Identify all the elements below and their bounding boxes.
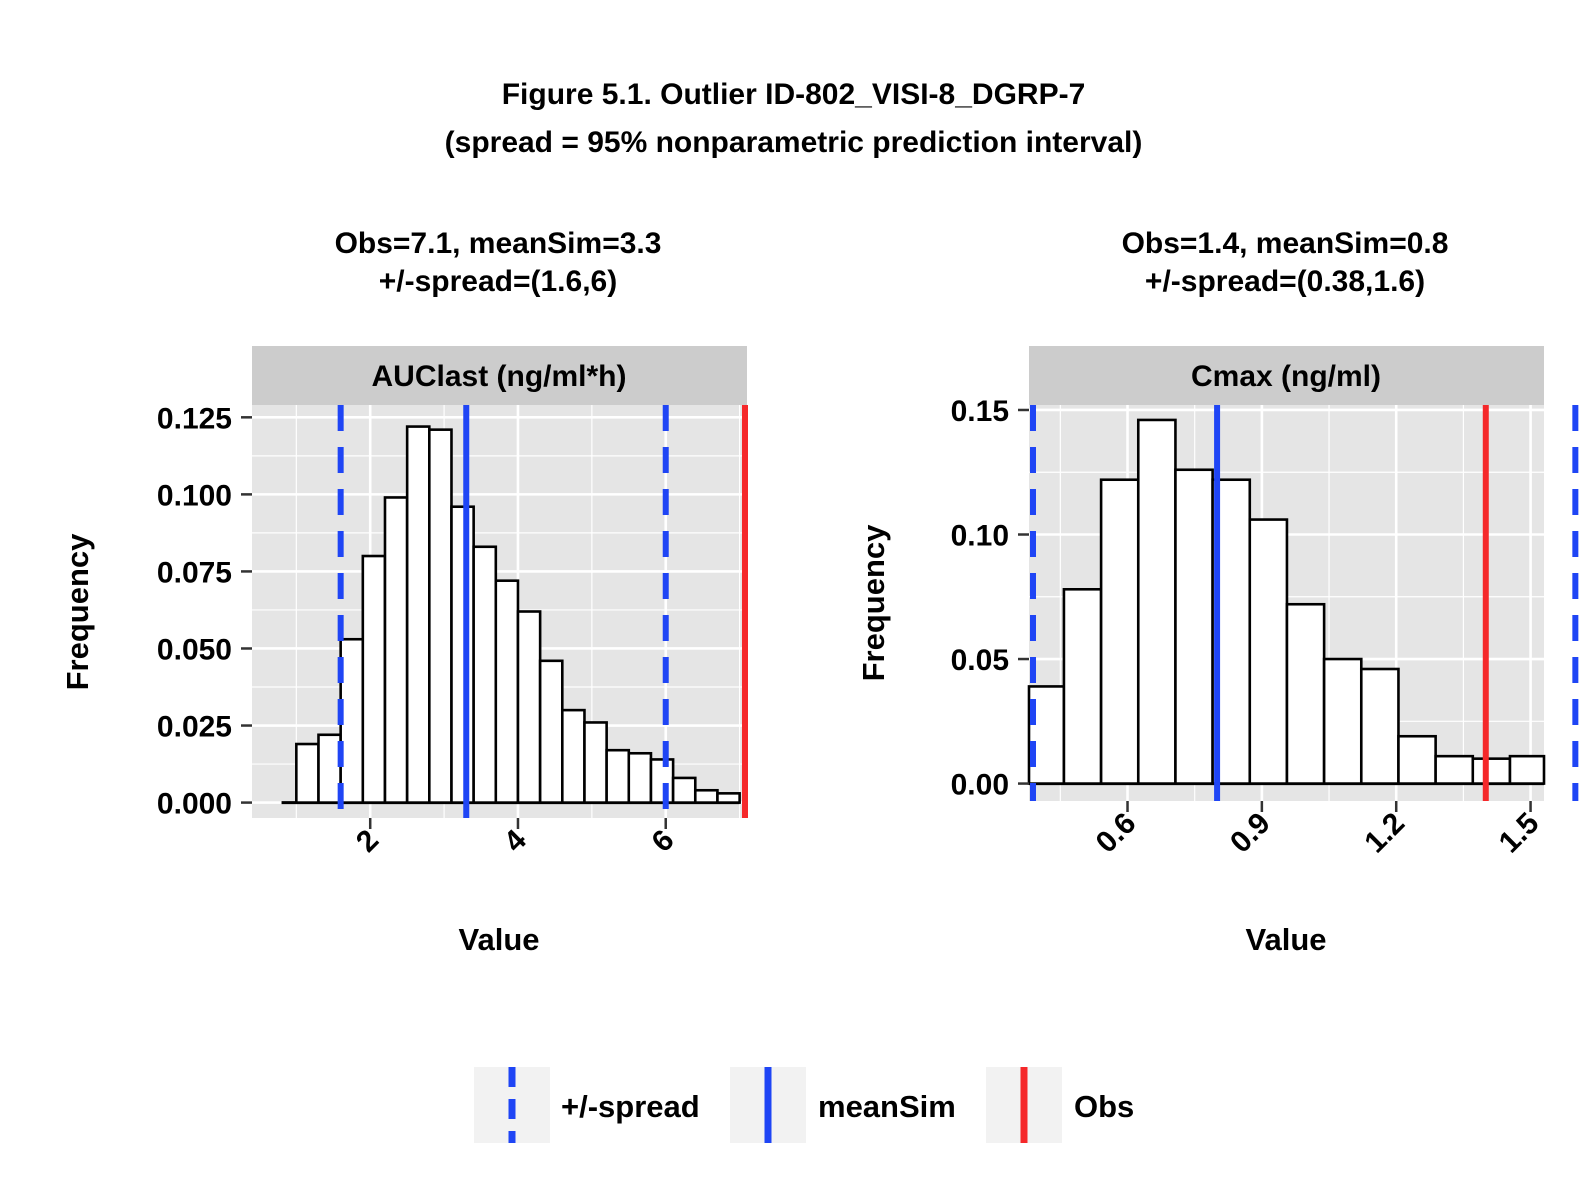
histogram-bar — [317, 733, 342, 804]
x-tick-label: 6 — [646, 824, 681, 859]
histogram-bar — [1248, 518, 1289, 785]
histogram-bars — [1027, 418, 1546, 786]
histogram-bar — [383, 496, 409, 804]
facet-strip-label: Cmax (ng/ml) — [1191, 360, 1381, 393]
y-axis: 0.00 0.05 0.10 0.15 — [951, 395, 1029, 802]
legend-label-meansim: meanSim — [818, 1089, 956, 1124]
histogram-bar — [472, 545, 498, 804]
legend-item-meansim: meanSim — [730, 1067, 956, 1143]
reference-lines — [337, 405, 748, 818]
x-tick-label: 1.2 — [1358, 807, 1411, 860]
histogram-bar — [1285, 602, 1326, 785]
histogram-bar — [295, 742, 320, 804]
y-tick-label: 0.10 — [951, 520, 1009, 553]
x-axis: 0.6 0.9 1.2 1.5 — [1090, 801, 1546, 859]
histogram-bar — [1322, 657, 1363, 785]
y-tick-label: 0.050 — [157, 633, 232, 666]
reference-lines — [1030, 405, 1579, 801]
histogram-bar — [1397, 734, 1437, 785]
facet-subtitle-line1: Obs=7.1, meanSim=3.3 — [335, 227, 662, 260]
facet-subtitle-line2: +/-spread=(1.6,6) — [379, 265, 617, 298]
histogram-bar — [516, 610, 542, 804]
legend-label-spread: +/-spread — [561, 1089, 700, 1124]
figure-subtitle: (spread = 95% nonparametric prediction i… — [444, 126, 1143, 159]
legend: +/-spread meanSim Obs — [474, 1067, 1134, 1143]
facet-strip — [1029, 346, 1544, 405]
x-axis: 2 4 6 — [350, 818, 681, 859]
legend-item-obs: Obs — [986, 1067, 1134, 1143]
y-tick-label: 0.15 — [951, 395, 1009, 428]
histogram-bar — [1434, 754, 1475, 785]
facet-auclast: Obs=7.1, meanSim=3.3 +/-spread=(1.6,6) A… — [60, 227, 748, 957]
histogram-bar — [1136, 418, 1177, 785]
x-axis-label: Value — [459, 922, 540, 957]
histogram-bar — [339, 637, 365, 804]
x-tick-label: 1.5 — [1493, 807, 1546, 860]
histogram-bar — [1062, 588, 1103, 785]
facet-strip — [252, 346, 747, 405]
histogram-bar — [428, 428, 453, 804]
x-axis-label: Value — [1246, 922, 1327, 957]
histogram-bar — [1471, 757, 1512, 785]
histogram-bar — [1508, 754, 1546, 785]
histogram-bar — [583, 721, 608, 804]
facet-subtitle-line2: +/-spread=(0.38,1.6) — [1145, 265, 1425, 298]
legend-item-spread: +/-spread — [474, 1067, 700, 1143]
y-tick-label: 0.00 — [951, 769, 1009, 802]
y-tick-label: 0.025 — [157, 711, 232, 744]
x-tick-label: 2 — [350, 824, 385, 859]
x-tick-label: 4 — [498, 823, 533, 858]
histogram-bar — [716, 792, 741, 804]
y-tick-label: 0.000 — [157, 788, 232, 821]
histogram-bar — [405, 425, 431, 804]
figure-title: Figure 5.1. Outlier ID-802_VISI-8_DGRP-7 — [501, 78, 1086, 111]
y-tick-label: 0.125 — [157, 402, 232, 435]
histogram-bar — [560, 708, 586, 804]
x-tick-label: 0.6 — [1090, 807, 1143, 860]
y-tick-label: 0.100 — [157, 479, 232, 512]
histogram-bar — [605, 748, 631, 804]
histogram-bar — [627, 751, 653, 804]
histogram-bar — [538, 659, 564, 804]
histogram-bar — [693, 788, 719, 804]
y-axis-label: Frequency — [60, 533, 95, 691]
histogram-bar — [1359, 667, 1400, 785]
histogram-bar — [649, 758, 675, 804]
y-axis: 0.000 0.025 0.050 0.075 0.100 0.125 — [157, 402, 252, 821]
x-tick-label: 0.9 — [1224, 807, 1277, 860]
y-axis-label: Frequency — [856, 524, 891, 682]
y-tick-label: 0.075 — [157, 556, 232, 589]
histogram-bar — [494, 579, 520, 804]
facet-cmax: Obs=1.4, meanSim=0.8 +/-spread=(0.38,1.6… — [856, 227, 1579, 957]
y-tick-label: 0.05 — [951, 644, 1009, 677]
histogram-bar — [450, 505, 475, 804]
histogram-bar — [671, 776, 697, 804]
histogram-bar — [1174, 468, 1214, 785]
legend-label-obs: Obs — [1074, 1089, 1134, 1124]
histogram-bar — [361, 554, 387, 804]
facet-subtitle-line1: Obs=1.4, meanSim=0.8 — [1122, 227, 1449, 260]
histogram-bar — [1099, 478, 1140, 785]
facet-strip-label: AUClast (ng/ml*h) — [372, 360, 627, 393]
